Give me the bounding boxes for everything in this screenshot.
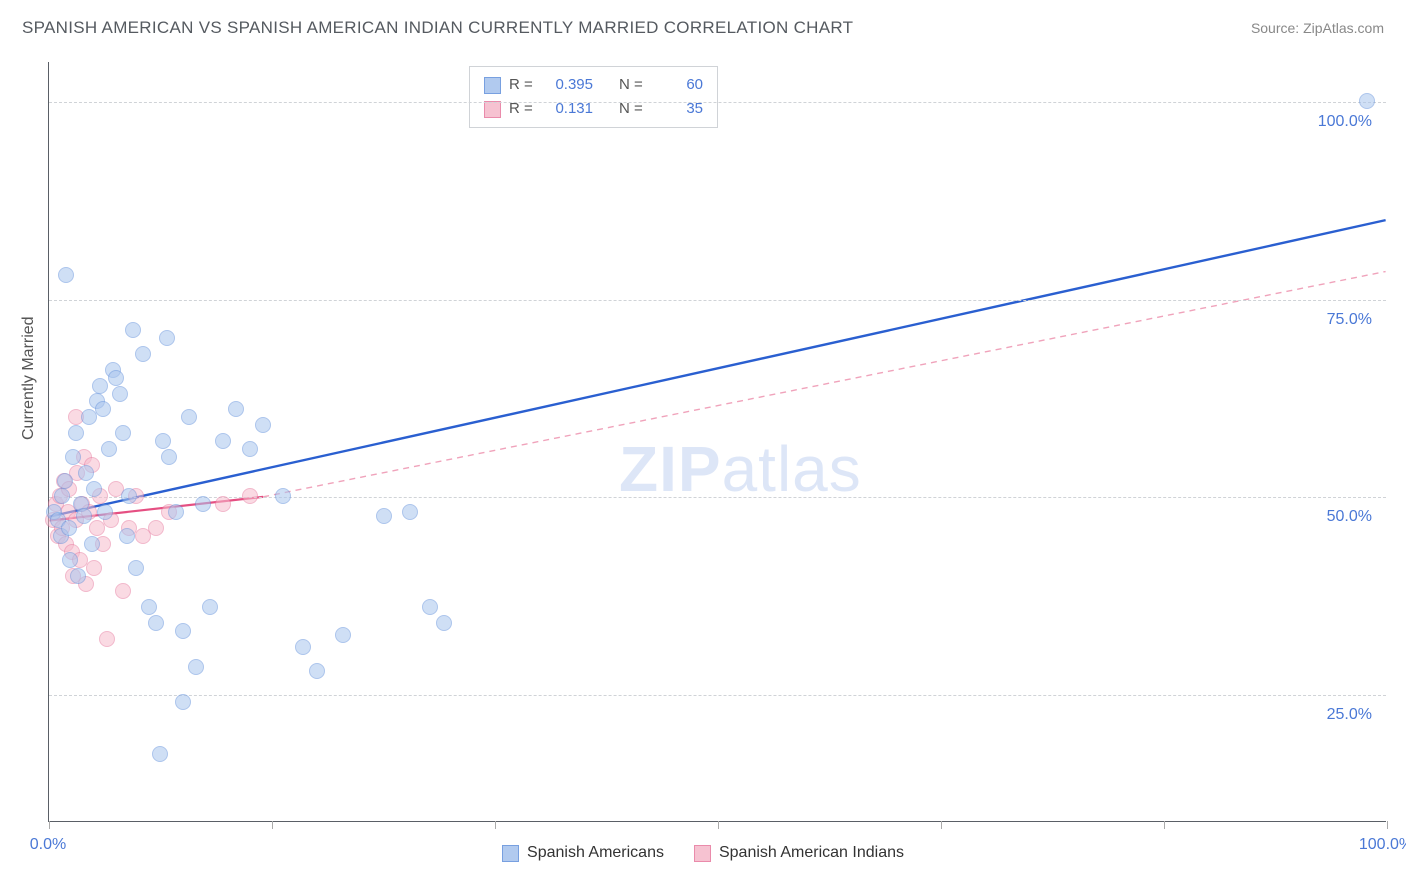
x-tick [1387,821,1388,829]
trend-line [263,272,1385,497]
data-point-blue [161,449,177,465]
data-point-blue [121,488,137,504]
data-point-blue [128,560,144,576]
x-tick [272,821,273,829]
source-label: Source: [1251,20,1303,36]
data-point-blue [175,623,191,639]
x-tick-label: 0.0% [30,836,66,854]
data-point-blue [70,568,86,584]
data-point-blue [68,425,84,441]
watermark-bold: ZIP [619,433,722,505]
watermark-light: atlas [722,433,862,505]
r-value-blue: 0.395 [543,73,593,97]
data-point-blue [242,441,258,457]
data-point-blue [181,409,197,425]
data-point-blue [125,322,141,338]
data-point-pink [86,560,102,576]
r-label: R = [509,73,535,97]
data-point-blue [1359,93,1375,109]
data-point-blue [335,627,351,643]
gridline-h [49,102,1386,103]
data-point-blue [78,465,94,481]
data-point-blue [215,433,231,449]
data-point-blue [275,488,291,504]
data-point-blue [175,694,191,710]
data-point-blue [168,504,184,520]
n-value-blue: 60 [653,73,703,97]
data-point-blue [159,330,175,346]
gridline-h [49,695,1386,696]
data-point-blue [54,488,70,504]
legend-item-pink: Spanish American Indians [694,844,904,862]
data-point-blue [436,615,452,631]
data-point-blue [97,504,113,520]
legend-stats-row-blue: R = 0.395 N = 60 [484,73,703,97]
scatter-plot-area: ZIPatlas R = 0.395 N = 60 R = 0.131 N = … [48,62,1386,822]
data-point-blue [58,267,74,283]
data-point-blue [152,746,168,762]
data-point-blue [115,425,131,441]
y-axis-title: Currently Married [20,316,38,440]
data-point-blue [95,401,111,417]
data-point-blue [195,496,211,512]
trend-line [49,220,1385,516]
swatch-pink-icon [484,101,501,118]
watermark: ZIPatlas [619,432,862,506]
data-point-blue [255,417,271,433]
data-point-blue [92,378,108,394]
x-tick [718,821,719,829]
data-point-blue [76,508,92,524]
legend-stats-box: R = 0.395 N = 60 R = 0.131 N = 35 [469,66,718,128]
data-point-blue [119,528,135,544]
data-point-blue [84,536,100,552]
y-tick-label: 100.0% [1318,113,1372,131]
data-point-blue [309,663,325,679]
data-point-pink [148,520,164,536]
data-point-blue [155,433,171,449]
data-point-blue [135,346,151,362]
legend-series-bottom: Spanish Americans Spanish American India… [0,844,1406,862]
data-point-blue [202,599,218,615]
y-tick-label: 50.0% [1327,508,1372,526]
data-point-blue [188,659,204,675]
x-tick [1164,821,1165,829]
chart-title: SPANISH AMERICAN VS SPANISH AMERICAN IND… [22,18,853,38]
chart-source: Source: ZipAtlas.com [1251,20,1384,36]
data-point-blue [62,552,78,568]
swatch-blue-icon [484,77,501,94]
y-tick-label: 25.0% [1327,706,1372,724]
x-tick [49,821,50,829]
x-tick [495,821,496,829]
data-point-pink [242,488,258,504]
data-point-pink [115,583,131,599]
data-point-pink [215,496,231,512]
data-point-blue [112,386,128,402]
legend-label-pink: Spanish American Indians [719,844,904,862]
y-tick-label: 75.0% [1327,311,1372,329]
data-point-blue [101,441,117,457]
n-label: N = [619,73,645,97]
gridline-h [49,300,1386,301]
data-point-blue [61,520,77,536]
x-tick-label: 100.0% [1359,836,1406,854]
legend-label-blue: Spanish Americans [527,844,664,862]
data-point-blue [86,481,102,497]
data-point-blue [295,639,311,655]
source-value: ZipAtlas.com [1303,20,1384,36]
data-point-pink [99,631,115,647]
swatch-pink-icon [694,845,711,862]
data-point-blue [376,508,392,524]
legend-item-blue: Spanish Americans [502,844,664,862]
data-point-blue [65,449,81,465]
data-point-blue [422,599,438,615]
data-point-blue [141,599,157,615]
data-point-blue [228,401,244,417]
x-tick [941,821,942,829]
data-point-blue [57,473,73,489]
swatch-blue-icon [502,845,519,862]
data-point-blue [402,504,418,520]
chart-header: SPANISH AMERICAN VS SPANISH AMERICAN IND… [22,18,1384,38]
data-point-blue [148,615,164,631]
data-point-blue [108,370,124,386]
